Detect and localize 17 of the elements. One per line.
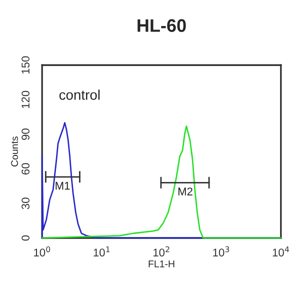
x-tick-label: 10$^{2}$ [153, 246, 170, 256]
y-tick-label: 30 [22, 198, 30, 210]
x-tick-label: 10$^{4}$ [272, 246, 289, 256]
y-tick-label: 90 [22, 128, 30, 140]
x-axis-title: FL1-H [148, 260, 174, 268]
annotation: M1 [56, 182, 70, 190]
y-tick-label: 120 [22, 90, 30, 108]
y-tick-label: 0 [22, 235, 30, 241]
x-tick-label: 10$^{1}$ [94, 246, 110, 256]
y-axis-title: Counts [11, 136, 18, 166]
x-tick-label: 10$^{0}$ [34, 246, 50, 256]
chart-title: HL-60 [138, 19, 186, 32]
annotation: M2 [178, 188, 192, 196]
y-tick-label: 150 [22, 56, 30, 74]
y-tick-label: 60 [22, 163, 30, 174]
annotation: control [59, 90, 100, 100]
x-tick-label: 10$^{3}$ [213, 246, 230, 256]
